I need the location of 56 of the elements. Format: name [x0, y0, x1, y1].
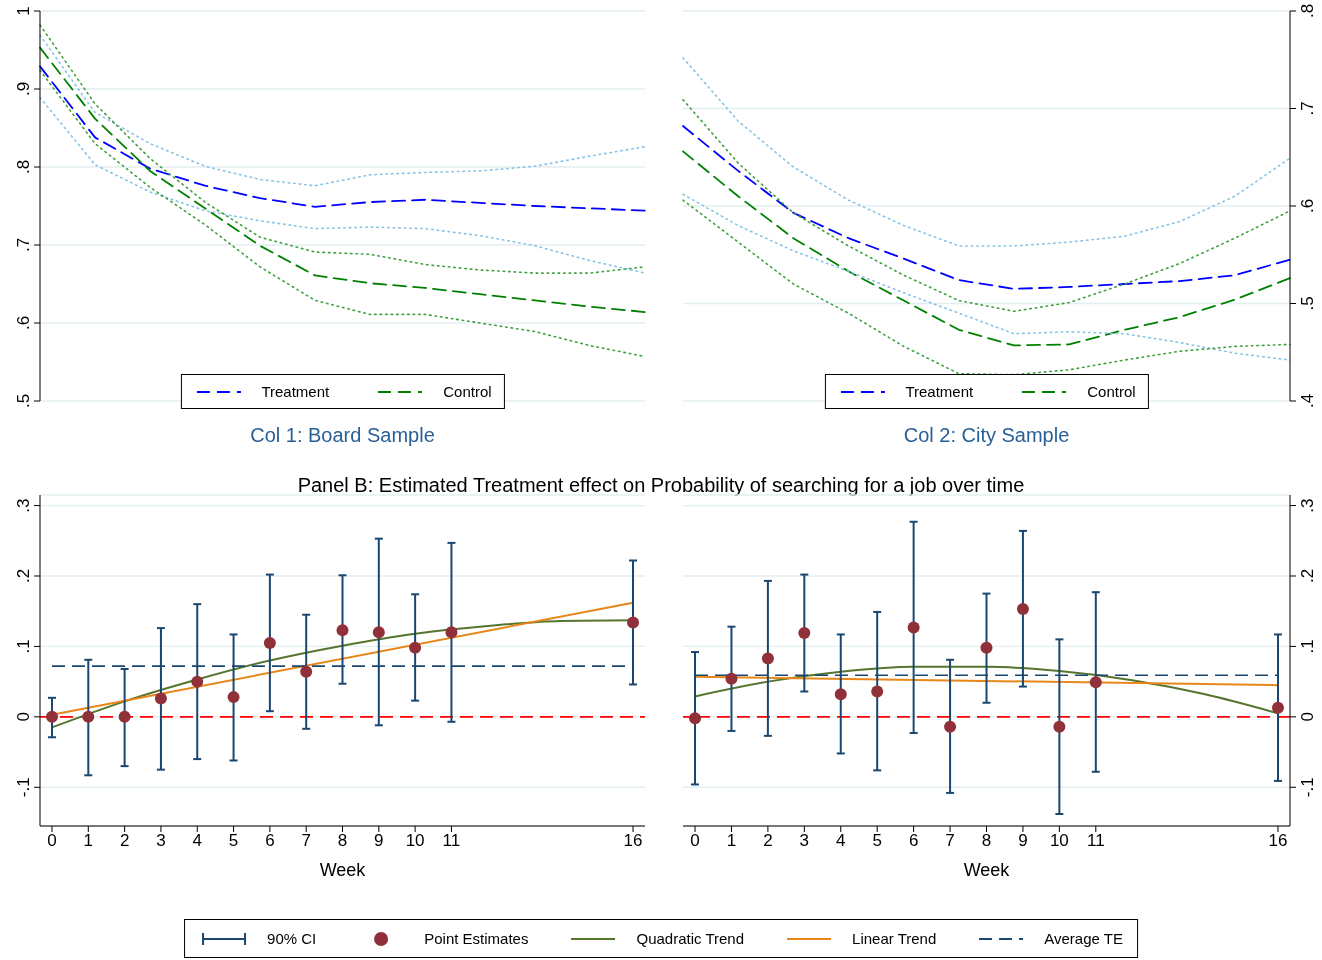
- y-tick-label: -.1: [14, 777, 33, 798]
- x-tick-label: 7: [301, 831, 311, 851]
- text: 90% CI: [267, 930, 317, 947]
- y-tick-label: 0: [14, 712, 33, 722]
- y-tick-label: .4: [1298, 393, 1317, 409]
- x-tick-label: 6: [265, 831, 275, 851]
- x-tick-label: 16: [1268, 831, 1288, 851]
- legend-label: Control: [443, 383, 492, 400]
- x-tick-label: 8: [981, 831, 992, 851]
- y-tick-label: .8: [1298, 3, 1317, 19]
- x-tick-label: 0: [47, 831, 57, 851]
- y-tick-label: .3: [14, 498, 33, 513]
- text: Col 1: Board Sample: [249, 424, 436, 447]
- x-tick-label: 0: [690, 831, 700, 851]
- x-tick-label: 9: [1018, 831, 1028, 851]
- x-tick-label: 7: [945, 831, 955, 851]
- y-tick-label: .1: [14, 639, 33, 654]
- legend-label: Average TE: [1044, 930, 1123, 947]
- x-tick-label: 16: [623, 831, 643, 851]
- x-tick-label: 11: [442, 831, 461, 851]
- y-tick-label: .9: [14, 81, 33, 97]
- y-tick-label: .2: [14, 568, 33, 584]
- x-tick-label: 6: [908, 831, 919, 851]
- x-tick-label: 8: [337, 831, 348, 851]
- text: Col 2: City Sample: [902, 424, 1071, 447]
- y-tick-label: .6: [14, 315, 33, 331]
- y-tick-label: .6: [1298, 198, 1317, 214]
- x-tick-label: 5: [228, 831, 239, 851]
- x-tick-label: 2: [763, 831, 773, 851]
- y-tick-label: .8: [14, 159, 33, 175]
- x-tick-label: 2: [119, 831, 130, 851]
- x-tick-label: 11: [1086, 831, 1105, 851]
- legend-label: Point Estimates: [424, 930, 529, 947]
- x-tick-label: 3: [799, 831, 810, 851]
- legend-label: Control: [1087, 383, 1136, 400]
- legend-label: Treatment: [261, 383, 330, 400]
- y-tick-label: .7: [1298, 101, 1317, 116]
- x-tick-label: 9: [374, 831, 384, 851]
- x-tick-label: 10: [1049, 831, 1069, 851]
- x-tick-label: 10: [405, 831, 425, 851]
- y-tick-label: .7: [14, 237, 33, 253]
- x-tick-label: 1: [83, 831, 94, 851]
- legend-label: Treatment: [905, 383, 974, 400]
- chart-title: Panel B: Estimated Treatment effect on Probability of searching for a job over time: [296, 474, 1026, 497]
- y-tick-label: 1: [14, 6, 33, 16]
- x-tick-label: 4: [192, 831, 202, 851]
- x-tick-label: 1: [726, 831, 737, 851]
- x-axis-title: Week: [963, 860, 1011, 880]
- x-axis-title: Week: [319, 860, 367, 880]
- x-tick-label: 3: [156, 831, 166, 851]
- y-tick-label: .5: [1298, 296, 1317, 311]
- legend-label: Linear Trend: [852, 930, 937, 947]
- legend-label: Quadratic Trend: [636, 930, 745, 947]
- x-tick-label: 5: [872, 831, 882, 851]
- x-tick-label: 4: [836, 831, 846, 851]
- y-tick-label: .5: [14, 393, 33, 409]
